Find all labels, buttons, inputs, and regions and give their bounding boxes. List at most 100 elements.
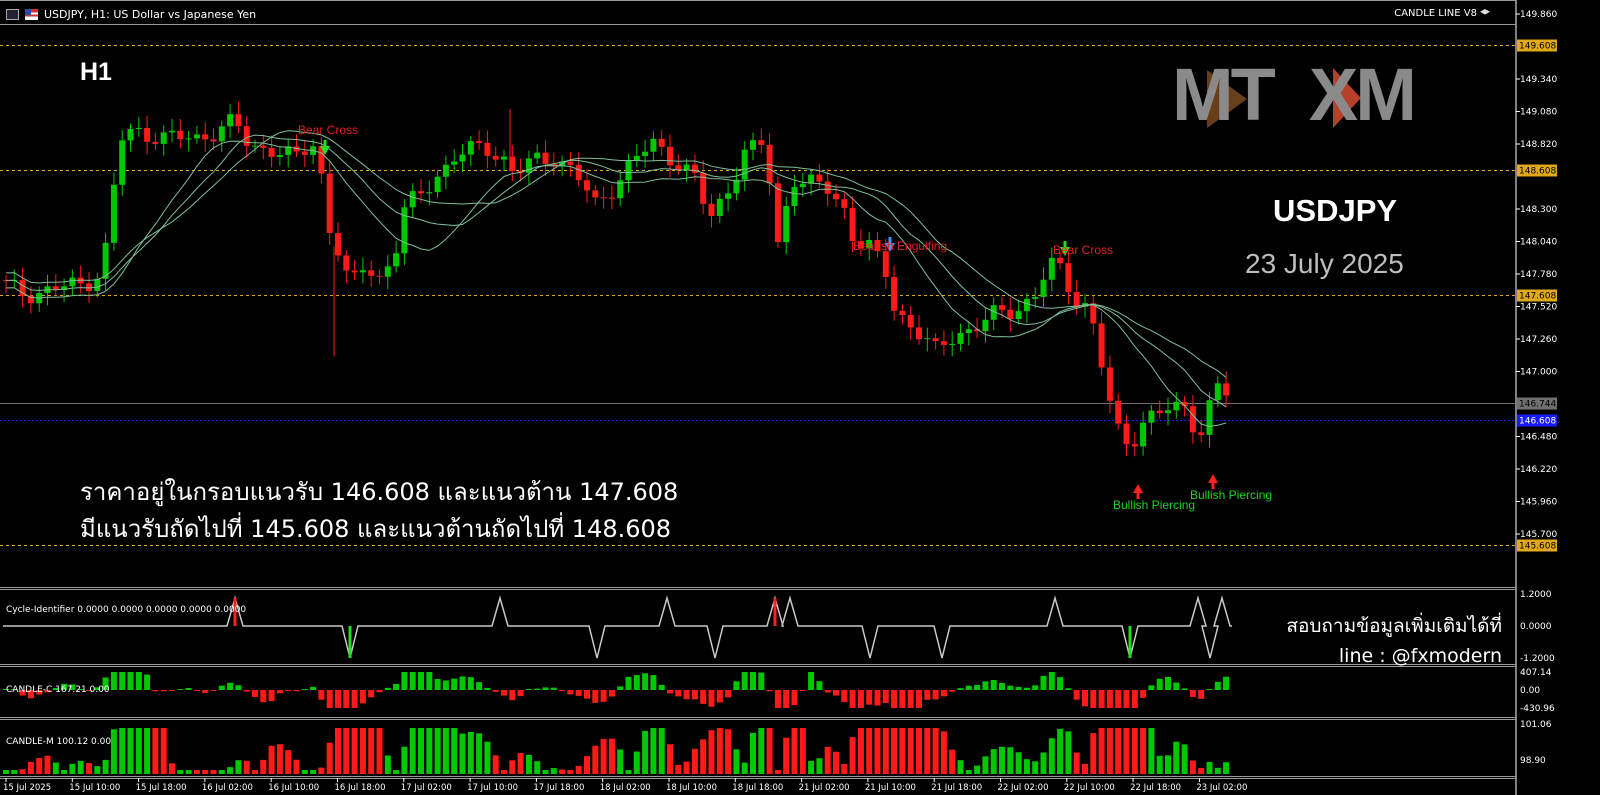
candle-m-bar [600,739,607,774]
candle-body [700,172,707,204]
candle-m-bar [633,751,640,774]
candles-group [3,101,1230,457]
time-tick-label: 22 Jul 18:00 [1130,783,1181,793]
candle-c-bar [899,690,906,708]
candle-c-bar [567,690,574,695]
candle-m-bar [501,770,507,774]
candle-m-bar [451,728,458,774]
candle-c-bar [409,672,416,690]
candle-body [658,138,665,147]
candle-m-bar [1007,747,1014,774]
candle-m-bar [210,770,217,774]
candle-body [1165,410,1171,414]
candle-c-bar [990,679,997,690]
candle-m-bar [401,746,408,774]
candle-c-bar [1123,690,1130,708]
candle-m-bar [202,770,209,774]
candle-c-bar [1131,690,1138,708]
candle-body [1181,401,1188,407]
candle-body [1032,297,1039,299]
candle-m-bar [924,728,931,774]
candle-m-bar [102,759,109,774]
time-tick-label: 21 Jul 02:00 [799,783,850,793]
candle-body [999,305,1005,310]
candle-c-bar [19,690,26,696]
candle-c-bar [650,675,657,690]
candle-m-bar [766,728,773,774]
candle-m-tick-label: 101.06 [1520,720,1552,730]
candle-m-bar [716,728,723,774]
candle-body [144,127,151,142]
candle-m-bar [534,761,541,774]
candle-m-bar [169,763,175,774]
candle-m-bar [774,770,781,774]
candle-c-bar [600,690,607,702]
candle-m-bar [144,728,151,774]
candle-body [476,141,483,143]
candle-c-bar [102,677,109,690]
candle-c-bar [940,690,947,697]
candle-m-bar [335,728,341,774]
candle-body [276,155,283,158]
candle-c-bar [957,688,964,690]
candle-c-bar [1173,682,1180,690]
candle-c-bar [127,672,134,690]
candle-body [1140,422,1147,447]
candle-m-bar [467,731,474,774]
candle-c-bar [874,690,881,706]
candle-body [52,286,59,291]
time-tick-label: 16 Jul 10:00 [268,783,319,793]
candle-m-bar [276,744,283,774]
candle-m-bar [509,760,516,774]
candle-body [642,151,649,157]
candle-m-bar [376,728,383,774]
candle-m-bar [899,728,906,774]
candle-c-bar [608,690,615,697]
candle-m-bar [86,763,92,774]
level-price-tag-label: 145.608 [1519,542,1556,552]
candle-c-bar [849,690,856,708]
candle-m-bar [442,728,449,774]
candle-c-bar [202,690,209,694]
time-tick-label: 16 Jul 02:00 [202,783,253,793]
candle-c-bar [1065,688,1072,690]
candle-m-bar [841,764,848,774]
candle-body [69,277,76,287]
candle-c-bar [1007,685,1014,690]
candle-c-bar [691,690,698,700]
candle-body [1065,263,1072,293]
candle-c-bar [708,690,715,707]
price-tick-label: 147.520 [1520,303,1557,313]
candle-c-bar [733,681,740,690]
pattern-label-bear-cross-1: Bear Cross [298,123,359,137]
candle-m-bar [1189,760,1196,774]
candle-m-bar [650,728,657,774]
candle-body [1131,444,1138,447]
candle-m-bar [882,728,889,774]
candle-body [1123,423,1130,445]
candle-body [202,134,209,140]
candle-c-bar [27,690,34,699]
chart-window-icon[interactable] [6,8,19,20]
candle-body [708,203,715,217]
candle-c-bar [584,690,590,699]
candle-c-bar [351,690,358,708]
candle-m-bar [293,759,300,774]
candle-m-bar [990,749,997,774]
candle-m-bar [19,769,26,774]
candle-m-bar [866,728,873,774]
candle-m-bar [849,737,856,774]
candle-m-bar [1140,728,1147,774]
candle-body [285,146,292,156]
candle-body [841,199,848,208]
candle-m-bar [675,764,682,774]
candle-body [235,114,242,127]
candle-c-bar [252,690,258,697]
time-tick-label: 15 Jul 2025 [3,783,51,793]
candle-m-bar [384,755,391,774]
candle-body [617,180,624,199]
candle-m-bar [1032,761,1039,774]
candle-body [409,191,416,208]
candle-c-bar [119,672,126,690]
